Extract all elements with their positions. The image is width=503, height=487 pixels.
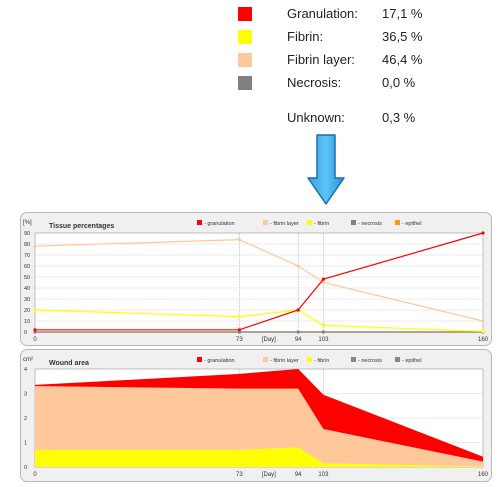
- y-tick-label: 30: [24, 297, 30, 303]
- legend-row-fibrin-layer: Fibrin layer: 46,4 %: [232, 50, 492, 70]
- data-point-necrosis: [296, 330, 300, 334]
- x-tick-label: 0: [33, 337, 37, 343]
- y-tick-label: 60: [24, 264, 30, 270]
- y-tick-label: 90: [24, 231, 30, 237]
- chart-title: Tissue percentages: [49, 223, 114, 230]
- y-tick-label: 80: [24, 242, 30, 248]
- data-point-fibrin-layer: [481, 319, 485, 323]
- legend-entry-epithel: - epithel: [402, 358, 422, 364]
- y-tick-label: 1: [24, 441, 27, 447]
- legend-swatch: [351, 220, 356, 225]
- fibrin-layer-swatch: [238, 53, 252, 67]
- x-tick-label: 94: [295, 337, 302, 343]
- down-arrow-icon: [307, 134, 345, 205]
- x-tick-label: 160: [478, 337, 489, 343]
- data-point-fibrin-layer: [33, 244, 37, 248]
- chart-title: Wound area: [49, 360, 89, 367]
- tissue-percentages-panel: - granulation - fibrin layer - fibrin - nec…: [20, 212, 492, 346]
- y-axis-label: cm²: [23, 357, 33, 363]
- legend-swatch: [263, 357, 268, 362]
- x-tick-label: 73: [236, 337, 243, 343]
- fibrin-layer-label: Fibrin layer:: [287, 52, 355, 67]
- necrosis-value: 0,0 %: [382, 75, 416, 90]
- series-area-fibrin-layer: [35, 386, 483, 467]
- legend-entry-necrosis: - necrosis: [358, 358, 382, 364]
- x-tick-label: 103: [318, 472, 329, 478]
- y-tick-label: 0: [24, 330, 27, 336]
- data-point-fibrin: [321, 323, 325, 327]
- data-point-granulation: [321, 277, 325, 281]
- data-point-necrosis: [321, 330, 325, 334]
- wound-area-chart: - granulation - fibrin layer - fibrin - nec…: [23, 357, 489, 478]
- data-point-fibrin: [481, 329, 485, 334]
- fibrin-value: 36,5 %: [382, 29, 423, 44]
- unknown-label: Unknown:: [287, 110, 345, 125]
- x-tick-label: 73: [236, 472, 243, 478]
- x-tick-label: 94: [295, 472, 302, 478]
- tissue-percentages-chart: - granulation - fibrin layer - fibrin - nec…: [23, 220, 489, 343]
- unknown-value: 0,3 %: [382, 110, 416, 125]
- legend-entry-fibrin: - fibrin: [314, 358, 329, 364]
- legend-entry-fibrin: - fibrin: [314, 221, 329, 227]
- legend-entry-granulation: - granulation: [204, 221, 235, 227]
- legend-swatch: [197, 357, 202, 362]
- data-point-fibrin-layer: [321, 280, 325, 285]
- y-tick-label: 10: [24, 319, 30, 325]
- x-axis-label: [Day]: [262, 472, 276, 478]
- granulation-value: 17,1 %: [382, 6, 423, 21]
- legend-row-fibrin: Fibrin: 36,5 %: [232, 27, 492, 47]
- y-tick-label: 4: [24, 367, 27, 373]
- legend-row-necrosis: Necrosis: 0,0 %: [232, 73, 492, 93]
- y-axis-label: [%]: [23, 220, 32, 226]
- data-point-granulation: [481, 231, 485, 235]
- series-area-fibrin: [35, 447, 483, 467]
- legend-row-unknown: Unknown: 0,3 %: [232, 108, 492, 128]
- legend-swatch: [307, 357, 312, 362]
- fibrin-swatch: [238, 30, 252, 44]
- plot-area: [34, 232, 484, 333]
- y-tick-label: 2: [24, 416, 27, 422]
- fibrin-layer-value: 46,4 %: [382, 52, 423, 67]
- y-tick-label: 70: [24, 253, 30, 259]
- legend-entry-granulation: - granulation: [204, 358, 235, 364]
- wound-area-panel: - granulation - fibrin layer - fibrin - nec…: [20, 349, 492, 482]
- data-point-granulation: [296, 308, 300, 312]
- legend-swatch: [395, 357, 400, 362]
- data-point-fibrin: [237, 315, 241, 319]
- legend-swatch: [351, 357, 356, 362]
- data-point-granulation: [33, 328, 37, 332]
- legend-entry-fibrin-layer: - fibrin layer: [270, 358, 299, 364]
- legend-swatch: [307, 220, 312, 225]
- legend-entry-necrosis: - necrosis: [358, 221, 382, 227]
- x-tick-label: 103: [318, 337, 329, 343]
- necrosis-label: Necrosis:: [287, 75, 342, 90]
- granulation-swatch: [238, 7, 252, 21]
- legend-row-granulation: Granulation: 17,1 %: [232, 4, 492, 24]
- legend-entry-epithel: - epithel: [402, 221, 422, 227]
- x-tick-label: 160: [478, 472, 489, 478]
- y-tick-label: 0: [24, 465, 27, 471]
- data-point-fibrin: [33, 308, 37, 312]
- series-area-granulation: [35, 369, 483, 462]
- legend-swatch: [197, 220, 202, 225]
- x-axis-label: [Day]: [262, 337, 276, 343]
- legend-entry-fibrin-layer: - fibrin layer: [270, 221, 299, 227]
- y-tick-label: 40: [24, 286, 30, 292]
- legend-swatch: [263, 220, 268, 225]
- x-tick-label: 0: [33, 472, 37, 478]
- fibrin-label: Fibrin:: [287, 29, 324, 44]
- data-point-fibrin-layer: [296, 264, 300, 268]
- legend-swatch: [395, 220, 400, 225]
- data-point-granulation: [237, 328, 241, 332]
- y-tick-label: 20: [24, 308, 30, 314]
- y-tick-label: 3: [24, 392, 27, 398]
- necrosis-swatch: [238, 76, 252, 90]
- data-point-fibrin-layer: [237, 238, 241, 242]
- data-point-necrosis: [237, 330, 241, 334]
- data-point-necrosis: [33, 330, 37, 334]
- y-tick-label: 50: [24, 275, 30, 281]
- granulation-label: Granulation:: [287, 6, 358, 21]
